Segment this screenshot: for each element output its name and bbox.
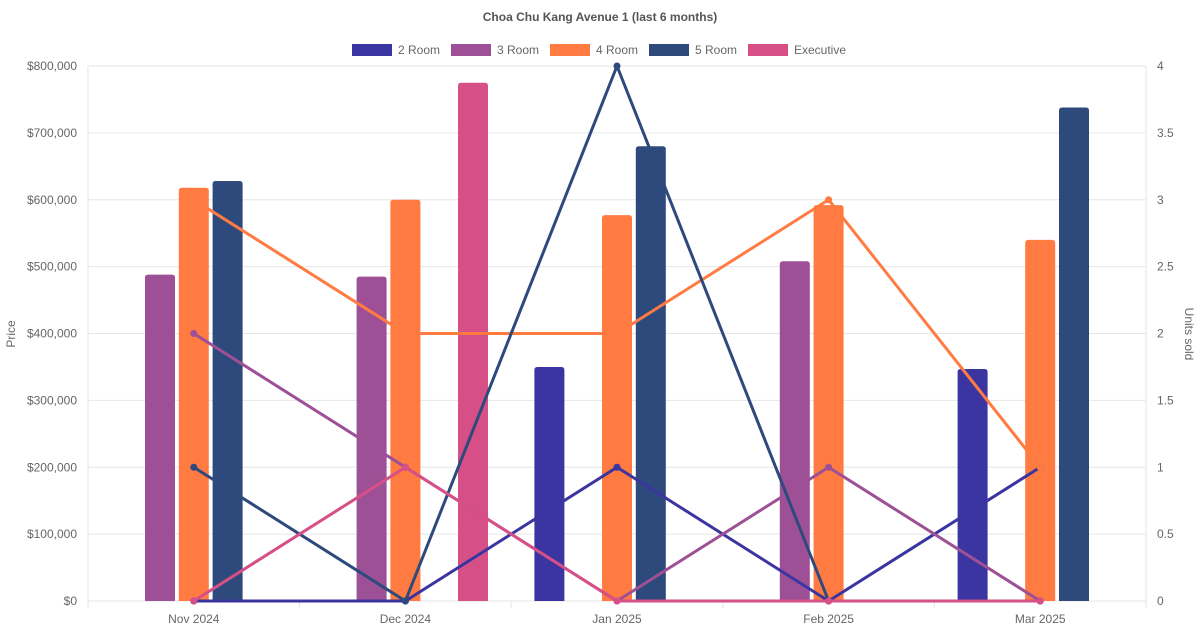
point-5-room-nov-2024: [190, 463, 198, 471]
point-3-room-feb-2025: [825, 463, 833, 471]
legend-swatch: [649, 44, 689, 56]
y-tick-label: $500,000: [27, 260, 77, 274]
point-5-room-dec-2024: [401, 597, 409, 605]
legend-label: 2 Room: [398, 43, 440, 57]
y2-tick-label: 4: [1157, 59, 1164, 73]
chart-title: Choa Chu Kang Avenue 1 (last 6 months): [483, 10, 717, 24]
bar-4-room-dec-2024: [390, 199, 421, 601]
point-2-room-jan-2025: [613, 463, 621, 471]
point-executive-mar-2025: [1036, 597, 1044, 605]
legend-swatch: [451, 44, 491, 56]
legend-item-4-room[interactable]: 4 Room: [550, 43, 638, 57]
bars: [145, 82, 1089, 602]
point-3-room-nov-2024: [190, 330, 198, 337]
y2-tick-label: 3: [1157, 193, 1164, 207]
legend-item-2-room[interactable]: 2 Room: [352, 43, 440, 57]
y-tick-label: $200,000: [27, 460, 77, 474]
y-tick-label: $600,000: [27, 193, 77, 207]
y2-tick-label: 1.5: [1157, 393, 1174, 407]
x-tick-label: Feb 2025: [803, 612, 854, 626]
x-tick-label: Dec 2024: [380, 612, 432, 626]
y2-axis-ticks: 0 0.5 1 1.5 2 2.5 3 3.5 4: [1157, 59, 1174, 608]
y2-axis-title: Units sold: [1182, 308, 1196, 361]
bar-3-room-nov-2024: [145, 274, 175, 601]
legend-label: 5 Room: [695, 43, 737, 57]
legend-swatch: [352, 44, 392, 56]
y-axis-title: Price: [4, 320, 18, 348]
point-executive-jan-2025: [613, 597, 621, 605]
point-executive-feb-2025: [825, 597, 833, 605]
bar-4-room-nov-2024: [178, 187, 209, 601]
y-tick-label: $400,000: [27, 327, 77, 341]
legend: 2 Room 3 Room 4 Room 5 Room Executive: [352, 43, 846, 57]
y-tick-label: $0: [64, 594, 78, 608]
y2-tick-label: 3.5: [1157, 126, 1174, 140]
legend-label: 3 Room: [497, 43, 539, 57]
bar-5-room-nov-2024: [212, 181, 243, 601]
legend-label: 4 Room: [596, 43, 638, 57]
y-tick-label: $300,000: [27, 393, 77, 407]
lines: [190, 62, 1044, 605]
legend-item-5-room[interactable]: 5 Room: [649, 43, 737, 57]
x-tick-label: Jan 2025: [592, 612, 642, 626]
x-tick-label: Nov 2024: [168, 612, 220, 626]
bar-4-room-mar-2025: [1025, 239, 1056, 601]
y-tick-label: $100,000: [27, 527, 77, 541]
legend-item-executive[interactable]: Executive: [748, 43, 846, 57]
legend-swatch: [550, 44, 590, 56]
point-4-room-feb-2025: [825, 196, 833, 204]
legend-label: Executive: [794, 43, 846, 57]
bar-executive-dec-2024: [458, 82, 488, 601]
bar-5-room-mar-2025: [1059, 107, 1089, 602]
point-4-room-jan-2025: [613, 330, 621, 337]
legend-item-3-room[interactable]: 3 Room: [451, 43, 539, 57]
point-executive-dec-2024: [401, 463, 409, 471]
x-axis-ticks: Nov 2024 Dec 2024 Jan 2025 Feb 2025 Mar 2025: [168, 612, 1066, 626]
bar-2-room-jan-2025: [534, 366, 565, 601]
point-4-room-nov-2024: [190, 196, 198, 204]
bar-5-room-jan-2025: [635, 146, 666, 601]
y-axis-ticks: $0 $100,000 $200,000 $300,000 $400,000 $500,0…: [27, 59, 77, 608]
bar-4-room-feb-2025: [813, 205, 844, 601]
legend-swatch: [748, 44, 788, 56]
bar-4-room-jan-2025: [602, 215, 632, 601]
point-executive-nov-2024: [190, 597, 198, 605]
bar-2-room-mar-2025: [957, 368, 988, 601]
y2-tick-label: 0.5: [1157, 527, 1174, 541]
point-4-room-mar-2025: [1036, 463, 1044, 471]
y2-tick-label: 2.5: [1157, 260, 1174, 274]
bar-3-room-feb-2025: [779, 261, 810, 601]
point-5-room-jan-2025: [613, 62, 621, 70]
y2-tick-label: 0: [1157, 594, 1164, 608]
point-4-room-dec-2024: [401, 330, 409, 337]
y2-tick-label: 2: [1157, 327, 1164, 341]
y2-tick-label: 1: [1157, 460, 1164, 474]
bar-3-room-dec-2024: [356, 276, 387, 601]
y-tick-label: $800,000: [27, 59, 77, 73]
y-tick-label: $700,000: [27, 126, 77, 140]
x-tick-label: Mar 2025: [1015, 612, 1066, 626]
